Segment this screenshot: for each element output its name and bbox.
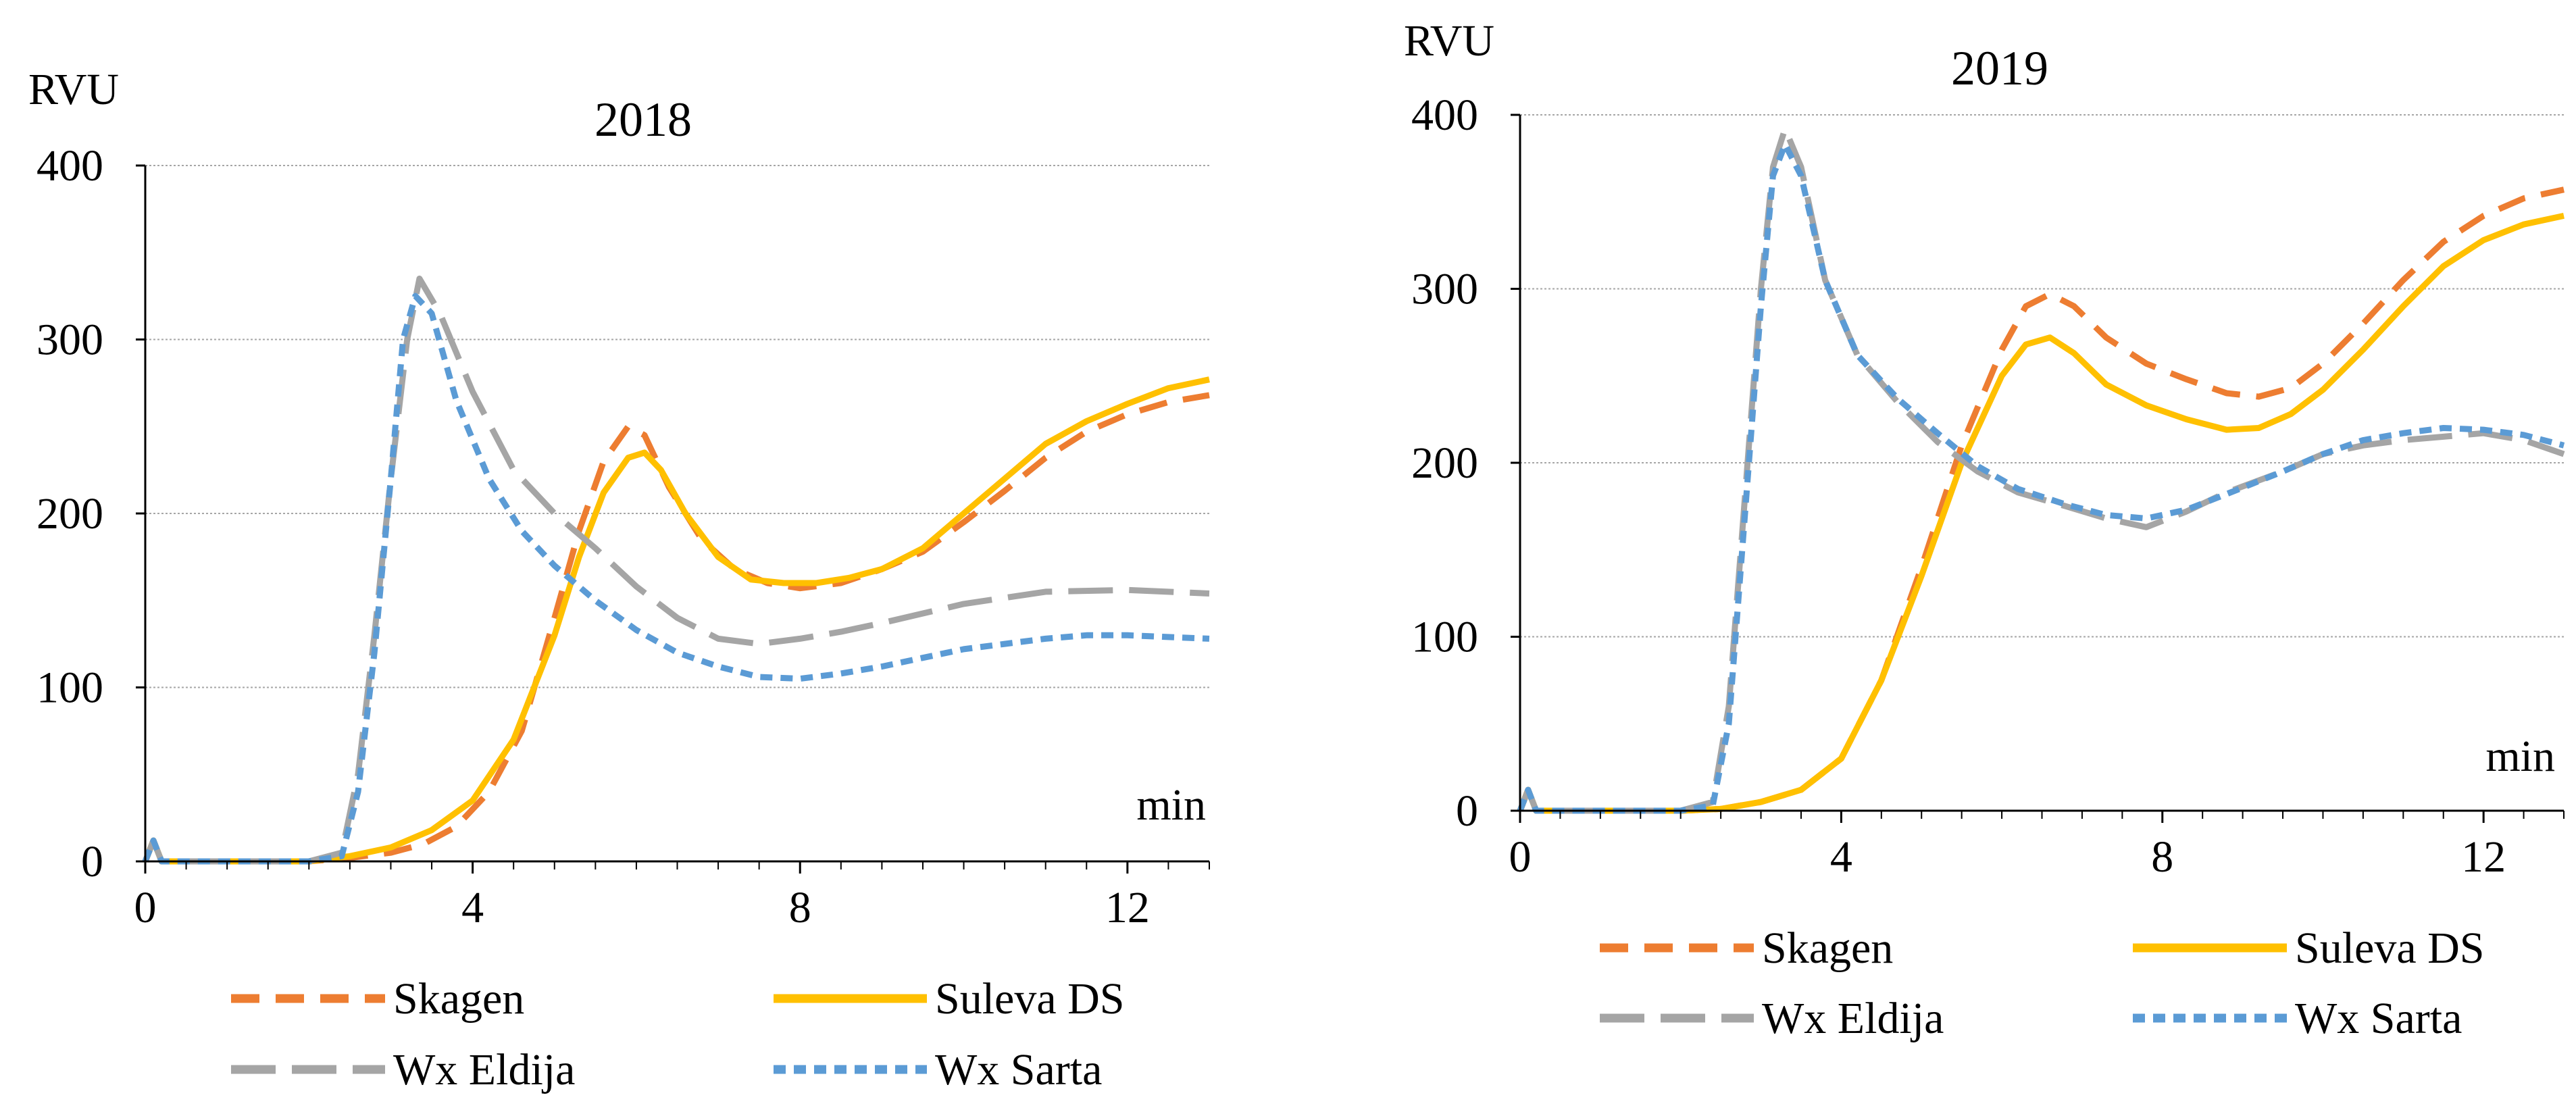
y-axis-label: RVU bbox=[1404, 16, 1494, 66]
legend-label-wx-eldija: Wx Eldija bbox=[393, 1045, 575, 1094]
legend-label-suleva-ds: Suleva DS bbox=[935, 974, 1125, 1024]
x-tick-label: 4 bbox=[1830, 832, 1852, 882]
x-axis-label: min bbox=[2485, 732, 2555, 781]
series-line-skagen bbox=[1517, 186, 2565, 814]
series-line-wx-eldija bbox=[142, 275, 1210, 865]
x-tick-label: 12 bbox=[1105, 883, 1150, 932]
legend-label-wx-sarta: Wx Sarta bbox=[935, 1045, 1102, 1094]
y-tick-label: 400 bbox=[36, 141, 103, 191]
legend-label-skagen: Skagen bbox=[393, 974, 524, 1024]
legend: Skagen Suleva DS Wx Eldija Wx Sarta bbox=[1600, 924, 2485, 1043]
series-line-skagen bbox=[142, 392, 1210, 865]
chart-2018: 0 4 8 12 0 100 200 300 400 RVU 2018 min Skagen S… bbox=[28, 65, 1210, 1094]
chart-title: 2018 bbox=[595, 93, 692, 147]
y-tick-label: 300 bbox=[36, 316, 103, 365]
y-tick-label: 0 bbox=[1456, 786, 1478, 836]
legend-label-suleva-ds: Suleva DS bbox=[2295, 924, 2485, 973]
series-line-wx-eldija bbox=[1517, 126, 2565, 814]
y-tick-label: 200 bbox=[36, 489, 103, 538]
y-tick-label: 400 bbox=[1411, 91, 1478, 140]
series-line-suleva-ds bbox=[1517, 213, 2565, 814]
x-tick-label: 4 bbox=[461, 883, 484, 932]
x-tick-label: 12 bbox=[2461, 832, 2506, 882]
series-line-wx-sarta bbox=[142, 293, 1210, 865]
legend-label-wx-eldija: Wx Eldija bbox=[1762, 994, 1944, 1043]
series-line-suleva-ds bbox=[142, 376, 1210, 865]
x-tick-label: 0 bbox=[134, 883, 157, 932]
x-tick-label: 8 bbox=[2151, 832, 2173, 882]
y-axis-label: RVU bbox=[28, 65, 119, 114]
y-tick-label: 0 bbox=[81, 837, 103, 886]
y-tick-label: 100 bbox=[36, 663, 103, 713]
y-tick-label: 100 bbox=[1411, 613, 1478, 662]
y-tick-label: 300 bbox=[1411, 265, 1478, 314]
legend-label-wx-sarta: Wx Sarta bbox=[2295, 994, 2462, 1043]
series-line-wx-sarta bbox=[1517, 141, 2565, 814]
chart-2019: 0 4 8 12 0 100 200 300 400 RVU 2019 min Skagen S… bbox=[1404, 16, 2565, 1043]
legend-label-skagen: Skagen bbox=[1762, 924, 1893, 973]
x-axis-label: min bbox=[1136, 780, 1206, 830]
y-tick-label: 200 bbox=[1411, 438, 1478, 488]
chart-title: 2019 bbox=[1951, 41, 2048, 95]
x-tick-label: 8 bbox=[789, 883, 811, 932]
x-tick-label: 0 bbox=[1509, 832, 1532, 882]
legend: Skagen Suleva DS Wx Eldija Wx Sarta bbox=[231, 974, 1125, 1094]
